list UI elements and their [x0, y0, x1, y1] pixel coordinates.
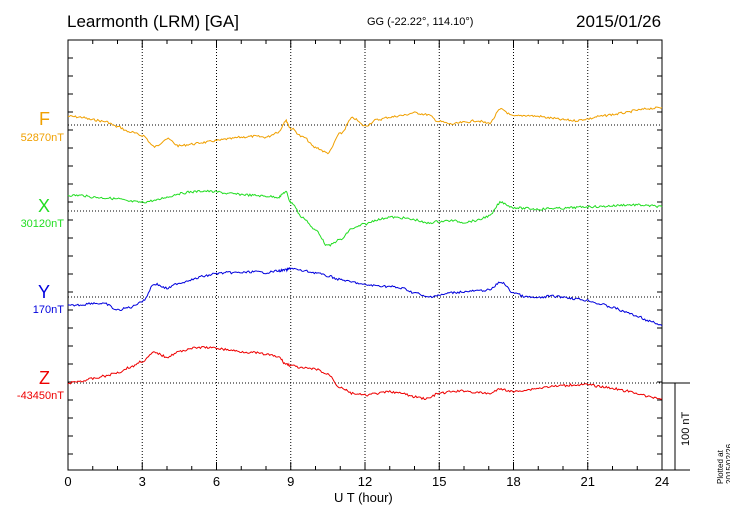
- series-label-F: F: [39, 109, 50, 129]
- x-tick-label-6: 6: [212, 474, 221, 489]
- station-title: Learmonth (LRM) [GA]: [67, 12, 239, 31]
- axis-ticks: [67, 40, 663, 470]
- series-line-Z: [67, 345, 663, 401]
- baseline-value-Y: 170nT: [32, 304, 64, 316]
- plot-date: 2015/01/26: [576, 12, 662, 31]
- grid-lines: [68, 40, 662, 470]
- x-tick-label-3: 3: [138, 474, 146, 489]
- series-label-X: X: [37, 196, 50, 216]
- series-line-Y: [67, 267, 663, 327]
- x-axis-label: U T (hour): [334, 490, 393, 505]
- series-line-F: [67, 106, 663, 155]
- x-tick-label-9: 9: [287, 474, 295, 489]
- x-tick-label-15: 15: [432, 474, 447, 489]
- baseline-value-F: 52870nT: [20, 132, 64, 144]
- series-line-X: [67, 189, 663, 247]
- plot-frame: [67, 39, 663, 471]
- x-tick-label-0: 0: [64, 474, 72, 489]
- scale-bar-label: 100 nT: [680, 411, 692, 446]
- x-tick-label-21: 21: [580, 474, 595, 489]
- x-tick-label-18: 18: [506, 474, 521, 489]
- series-label-Y: Y: [37, 282, 50, 302]
- baseline-value-X: 30120nT: [20, 218, 64, 230]
- plotted-timestamp: Plotted at 2015/02/26 01:31 UT: [716, 443, 730, 484]
- series-group: [67, 106, 663, 401]
- x-tick-label-24: 24: [654, 474, 670, 489]
- x-tick-label-12: 12: [357, 474, 373, 489]
- scale-bar: [662, 382, 690, 471]
- series-label-Z: Z: [39, 368, 50, 388]
- baseline-value-Z: -43450nT: [16, 390, 64, 402]
- station-coordinates: GG (-22.22°, 114.10°): [367, 16, 474, 28]
